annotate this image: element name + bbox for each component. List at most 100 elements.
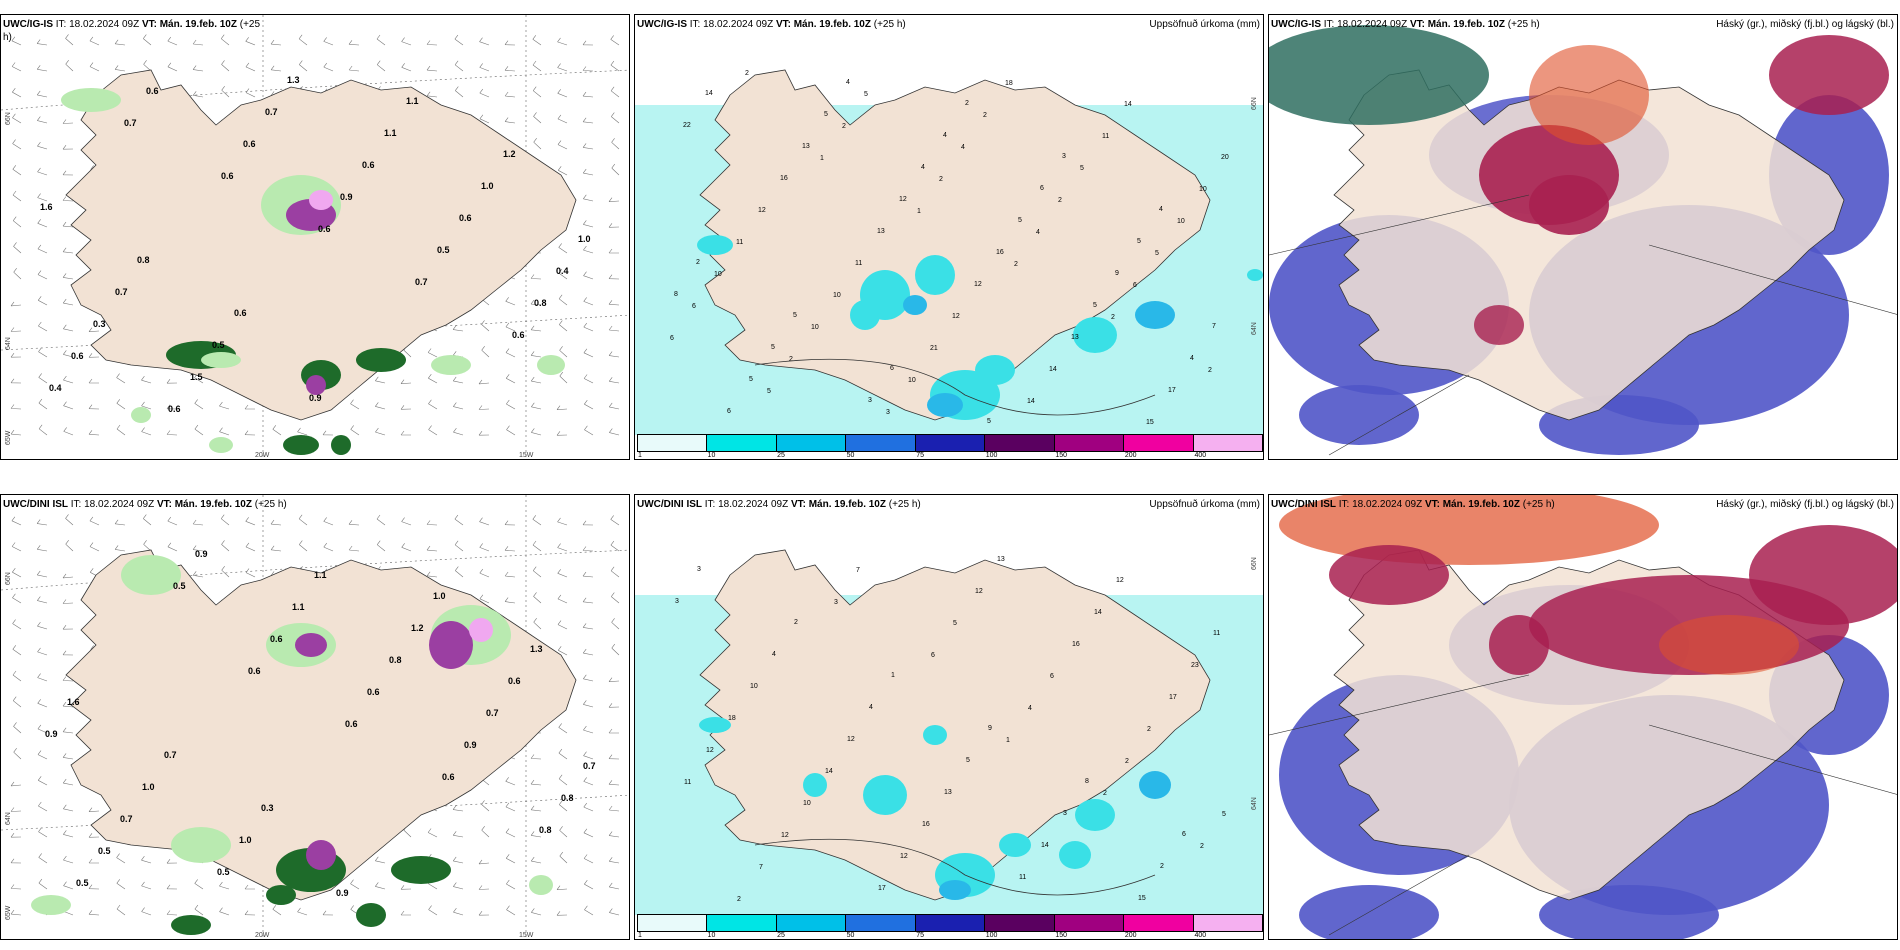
wind-barb-icon: [583, 700, 594, 708]
colorbar-segment: [846, 915, 916, 931]
shading-blob: [697, 235, 733, 255]
wind-barb-icon: [88, 858, 99, 864]
wind-barb-icon: [556, 431, 568, 436]
value-label: 10: [1199, 186, 1207, 193]
wind-barb-icon: [505, 854, 516, 864]
wind-barb-icon: [452, 325, 464, 332]
wind-barb-icon: [245, 88, 256, 98]
wind-barb-icon: [62, 573, 74, 579]
wind-barb-icon: [506, 879, 516, 890]
wind-barb-icon: [557, 569, 568, 578]
wind-barb-icon: [608, 351, 620, 358]
wind-barb-icon: [583, 777, 594, 786]
lat-label-66n: 66N: [1251, 97, 1258, 110]
wind-barb-icon: [62, 247, 74, 254]
lat-label-64n: 64N: [5, 812, 12, 825]
wind-barb-icon: [611, 138, 620, 150]
shading-blob: [469, 618, 493, 642]
value-label: 5: [966, 757, 970, 764]
wind-barb-icon: [452, 376, 464, 384]
wind-barb-icon: [479, 37, 490, 46]
value-label: 6: [692, 303, 696, 310]
shading-blob: [131, 407, 151, 423]
value-label: 17: [1168, 387, 1176, 394]
shading-blob: [61, 88, 121, 112]
wind-barb-icon: [611, 618, 620, 630]
wind-barb-icon: [608, 754, 620, 760]
wind-barb-icon: [583, 751, 594, 760]
shading-blob: [529, 875, 553, 895]
panel-wind-precip-igis: 0.7 0.6 0.6 0.7 0.6 0.4 0.6 0.6 0.9 0.5 0.8 0.6 0.6 0…: [0, 14, 630, 460]
wind-barb-icon: [428, 399, 438, 410]
value-label: 0.9: [45, 729, 58, 739]
shading-blob: [1139, 771, 1171, 799]
wind-barb-icon: [608, 274, 620, 280]
wind-barb-icon: [166, 910, 178, 916]
value-label: 5: [1080, 165, 1084, 172]
value-label: 21: [930, 345, 938, 352]
wind-barb-icon: [12, 645, 22, 656]
value-label: 6: [931, 652, 935, 659]
value-label: 2: [696, 259, 700, 266]
wind-barb-icon: [557, 594, 568, 604]
value-label: 2: [1160, 863, 1164, 870]
value-label: 2: [737, 896, 741, 903]
shading-blob: [699, 717, 731, 733]
wind-barb-icon: [37, 647, 48, 656]
panel-clouds-dini: UWC/DINI ISL IT: 18.02.2024 09Z VT: Mán.…: [1268, 494, 1898, 940]
value-label: 16: [996, 249, 1004, 256]
lon-label-20w: 20W: [255, 452, 270, 459]
wind-barb-icon: [298, 34, 308, 46]
wind-barb-icon: [505, 322, 516, 332]
wind-barb-icon: [167, 542, 178, 552]
wind-barb-icon: [583, 271, 594, 280]
wind-barb-icon: [608, 223, 620, 228]
wind-barb-icon: [426, 571, 438, 578]
wind-barb-icon: [608, 703, 620, 708]
value-label: 13: [1071, 334, 1079, 341]
value-label: 2: [1014, 261, 1018, 268]
value-label: 3: [1062, 153, 1066, 160]
value-label: 18: [728, 715, 736, 722]
value-label: 0.7: [583, 761, 596, 771]
wind-barb-icon: [533, 618, 542, 630]
wind-barb-icon: [38, 321, 48, 332]
wind-barb-icon: [245, 37, 256, 46]
value-label: 1.0: [481, 181, 494, 191]
wind-barb-icon: [610, 566, 620, 578]
value-label: 5: [767, 388, 771, 395]
wind-barb-icon: [582, 66, 594, 72]
value-label: 8: [1085, 778, 1089, 785]
colorbar-ticks: 1 10 25 50 75 100 150 200 400: [637, 932, 1263, 939]
value-label: 5: [1137, 238, 1141, 245]
panel-accum-precip-igis: 1 1 2 2 2 2 2 2 4 6 6 5 5 4 2 5 6 2 3 2 5 10 10 10 10 18 11 10 11 10 2…: [634, 14, 1264, 460]
wind-barb-icon: [504, 117, 516, 124]
shading-blob: [975, 355, 1015, 385]
wind-barb-icon: [558, 243, 568, 254]
wind-barb-icon: [530, 831, 542, 838]
value-label: 1.0: [433, 591, 446, 601]
lon-label-20w: 20W: [255, 932, 270, 939]
wind-barb-icon: [143, 540, 152, 552]
lon-label-15w: 15W: [519, 452, 534, 459]
value-label: 1.5: [190, 372, 203, 382]
shading-blob: [1769, 35, 1889, 115]
wind-barb-icon: [479, 517, 490, 526]
colorbar-tick-label: 50: [846, 452, 855, 459]
wind-barb-icon: [36, 39, 48, 46]
colorbar-tick-label: 1: [638, 452, 642, 459]
shading-blob: [209, 437, 233, 453]
wind-barb-icon: [583, 674, 594, 682]
value-label: 0.7: [164, 750, 177, 760]
value-label: 2: [745, 70, 749, 77]
graticule: [1269, 194, 1897, 456]
value-label: 15: [1146, 419, 1154, 426]
wind-barb-icon: [611, 592, 620, 604]
wind-barb-icon: [427, 348, 438, 358]
wind-barb-icon: [582, 520, 594, 526]
value-label: 5: [1155, 250, 1159, 257]
value-label: 11: [684, 779, 691, 786]
panel-wind-precip-dini: 0.6 0.6 0.6 0.8 0.5 0.5 0.6 0.6 0.9 0.8 0.5 0.9 1.1 0…: [0, 494, 630, 940]
wind-barb-icon: [583, 802, 594, 812]
wind-barb-icon: [166, 859, 178, 864]
